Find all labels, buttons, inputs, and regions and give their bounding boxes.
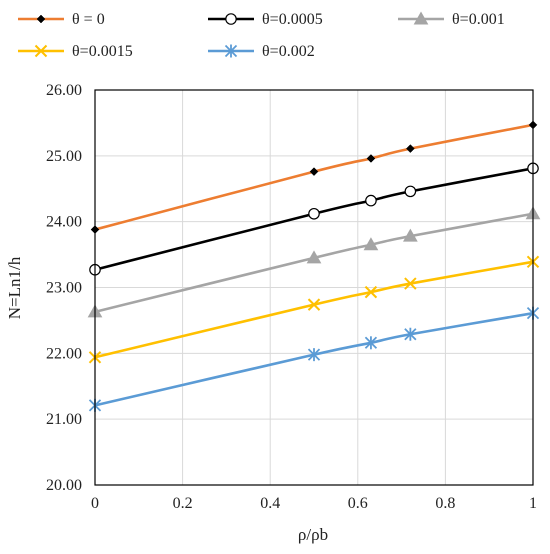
data-point: [307, 348, 321, 362]
legend-item: θ=0.001: [398, 11, 505, 28]
data-point: [404, 327, 417, 341]
data-point: [363, 237, 379, 251]
series-line: [94, 212, 534, 314]
legend-item: θ=0.0015: [18, 43, 133, 60]
x-tick-label: 1: [529, 495, 537, 512]
x-axis-ticks: 0 0.2 0.4 0.6 0.8 1: [91, 495, 537, 512]
y-axis-ticks: 20.00 21.00 22.00 23.00 24.00 25.00 26.00: [46, 82, 82, 494]
series-line: [94, 311, 534, 407]
data-point: [364, 285, 378, 299]
data-point: [413, 11, 429, 25]
series-3: [88, 255, 540, 364]
data-point: [364, 336, 378, 350]
legend-label: θ=0.002: [262, 43, 315, 60]
plot-frame: [94, 89, 534, 486]
data-point: [34, 44, 48, 58]
legend-item: θ=0.002: [208, 43, 315, 60]
legend: θ = 0 θ=0.0005 θ=0.001 θ=0.0015 θ=0.002: [18, 11, 505, 60]
data-point: [307, 298, 321, 311]
y-tick-label: 24.00: [46, 214, 82, 231]
x-tick-label: 0.2: [173, 495, 193, 512]
data-point: [225, 13, 237, 25]
series-line: [94, 123, 534, 231]
legend-item: θ=0.0005: [208, 11, 323, 28]
x-axis-label: ρ/ρb: [298, 525, 328, 544]
x-tick-label: 0: [91, 495, 99, 512]
data-point: [365, 194, 377, 207]
data-point: [404, 277, 417, 290]
data-point: [403, 228, 418, 242]
x-tick-label: 0.6: [348, 495, 368, 512]
data-point: [404, 185, 417, 198]
y-tick-label: 21.00: [46, 411, 82, 428]
data-point: [224, 44, 238, 58]
series-2: [87, 206, 541, 318]
legend-label: θ = 0: [72, 11, 105, 28]
series-1: [89, 162, 539, 276]
data-point: [309, 167, 319, 176]
data-point: [308, 207, 320, 220]
legend-label: θ=0.0005: [262, 11, 323, 28]
series-4: [88, 306, 540, 412]
data-point: [366, 154, 376, 163]
series-layer: [87, 120, 541, 412]
x-tick-label: 0.8: [435, 495, 455, 512]
y-tick-label: 26.00: [46, 82, 82, 99]
y-tick-label: 20.00: [46, 477, 82, 494]
data-point: [36, 14, 46, 24]
x-tick-label: 0.4: [260, 495, 280, 512]
data-point: [406, 144, 415, 153]
series-line: [94, 260, 534, 359]
y-tick-label: 23.00: [46, 280, 82, 297]
data-point: [306, 250, 322, 264]
series-line: [94, 167, 534, 271]
legend-label: θ=0.0015: [72, 43, 133, 60]
legend-label: θ=0.001: [452, 11, 505, 28]
y-tick-label: 25.00: [46, 148, 82, 165]
legend-item: θ = 0: [18, 11, 105, 28]
y-tick-label: 22.00: [46, 345, 82, 362]
gridlines: [94, 89, 534, 486]
y-axis-label: N=Ln1/h: [5, 256, 24, 319]
